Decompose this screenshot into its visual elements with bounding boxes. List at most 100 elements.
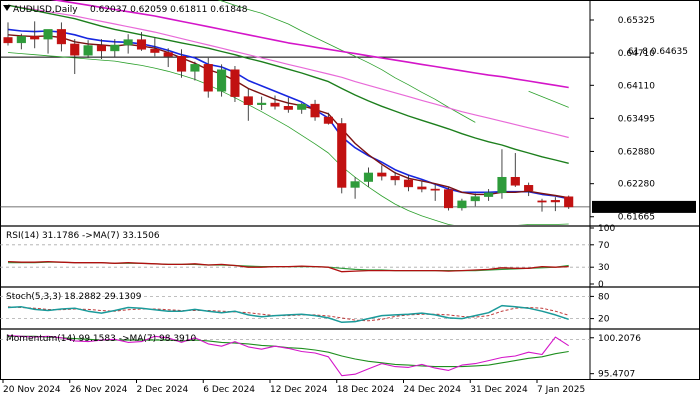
momentum-tick-label: 95.4707	[598, 370, 635, 380]
bull-candle-body	[470, 196, 480, 202]
candle	[243, 88, 253, 121]
rsi-tick-label: 70	[598, 241, 610, 251]
bull-candle-body	[83, 45, 93, 56]
date-tick-label: 18 Dec 2024	[337, 385, 395, 395]
bollinger-lower-line	[7, 52, 569, 225]
rsi-label: RSI(14) 31.1786 ->MA(7) 33.1506	[6, 231, 160, 241]
panel-frames	[0, 0, 700, 380]
candle	[390, 171, 400, 186]
date-tick-label: 20 Nov 2024	[3, 385, 61, 395]
price-tick-label: 0.62880	[618, 147, 655, 157]
date-tick-label: 6 Dec 2024	[203, 385, 255, 395]
candle	[337, 118, 347, 194]
bear-candle-body	[323, 116, 333, 124]
price-axis: 0.65325 0.64710 0.64110 0.63495 0.62880 0.622…	[590, 16, 655, 223]
pink-ma-line	[7, 4, 569, 139]
candle	[96, 39, 107, 59]
price-tick-label: 0.64110	[618, 81, 655, 91]
bear-candle-body	[510, 176, 520, 186]
bear-candle-body	[230, 69, 240, 97]
green-ma-line	[7, 4, 569, 164]
candle	[297, 103, 307, 114]
candle	[430, 184, 440, 201]
candle	[83, 40, 93, 58]
candle	[484, 189, 494, 201]
candle	[283, 97, 293, 113]
stoch-label: Stoch(5,3,3) 18.2882 29.1309	[6, 292, 142, 302]
last-price-value: 0.61848	[618, 203, 655, 213]
bear-candle-body	[550, 200, 560, 203]
bear-candle-body	[537, 200, 547, 203]
bear-candle-body	[524, 185, 534, 191]
magenta-ma-line	[50, 0, 569, 89]
bear-candle-body	[70, 43, 80, 56]
candle	[190, 61, 200, 81]
bear-candle-body	[390, 175, 400, 181]
bear-candle-body	[203, 64, 213, 92]
candle	[136, 32, 147, 51]
bear-candle-body	[564, 196, 574, 208]
candle	[163, 48, 173, 68]
price-tick-label: 0.62280	[618, 180, 655, 190]
price-tick-label: 0.61665	[618, 213, 655, 223]
date-tick-label: 26 Nov 2024	[70, 385, 128, 395]
candle	[363, 167, 373, 187]
last-price-marker: 0.61848	[592, 200, 696, 213]
bull-candle-body	[297, 103, 307, 110]
price-tick-label: 0.64710	[618, 49, 655, 59]
price-candles	[3, 21, 574, 212]
candle	[30, 21, 40, 49]
date-axis: 20 Nov 2024 26 Nov 2024 2 Dec 2024 6 Dec 20…	[2, 380, 585, 395]
momentum-tick-label: 100.2076	[598, 334, 641, 344]
bear-candle-body	[270, 102, 280, 107]
bear-candle-body	[283, 106, 293, 110]
price-tick-label: 0.65325	[618, 16, 655, 26]
candle	[150, 37, 160, 57]
candle	[377, 165, 387, 181]
bull-candle-body	[484, 192, 494, 197]
bear-candle-body	[30, 36, 40, 40]
rsi-lines	[7, 260, 569, 273]
rsi-tick-label: 30	[598, 263, 610, 273]
chart-header: AUDUSD,Daily 0.62037 0.62059 0.61811 0.6…	[3, 5, 248, 15]
candle	[564, 195, 574, 209]
candle	[230, 65, 240, 102]
candle	[457, 198, 467, 211]
candle	[56, 22, 66, 52]
bear-candle-body	[337, 123, 347, 188]
bear-candle-body	[417, 186, 427, 190]
bull-candle-body	[190, 64, 200, 72]
bull-candle-body	[43, 29, 53, 40]
candle	[43, 29, 53, 54]
candle	[497, 149, 507, 199]
bear-candle-body	[3, 37, 13, 44]
bear-candle-body	[163, 52, 173, 57]
candle	[257, 96, 267, 111]
bull-candle-body	[350, 181, 360, 188]
candle	[470, 193, 480, 207]
candle	[510, 153, 520, 187]
bear-candle-body	[310, 103, 320, 118]
candle	[537, 198, 547, 212]
bear-candle-body	[430, 188, 440, 191]
date-tick-label: 24 Dec 2024	[404, 385, 462, 395]
bear-candle-body	[136, 39, 147, 50]
bear-candle-body	[403, 179, 414, 188]
collapse-triangle-icon[interactable]	[3, 5, 11, 11]
stoch-tick-label: 20	[598, 315, 610, 325]
date-tick-label: 7 Jan 2025	[537, 385, 585, 395]
momentum-lines	[7, 334, 569, 377]
bear-candle-body	[243, 96, 253, 105]
bull-candle-body	[363, 172, 373, 182]
candle	[417, 181, 427, 193]
ohlc-label: 0.62037 0.62059 0.61811 0.61848	[90, 5, 248, 15]
rsi-tick-label: 0	[598, 280, 604, 290]
bear-candle-body	[444, 189, 454, 209]
stoch-tick-label: 80	[598, 292, 610, 302]
candle	[123, 34, 133, 54]
date-tick-label: 31 Dec 2024	[470, 385, 528, 395]
bull-candle-body	[497, 176, 507, 194]
bear-candle-body	[177, 56, 187, 72]
